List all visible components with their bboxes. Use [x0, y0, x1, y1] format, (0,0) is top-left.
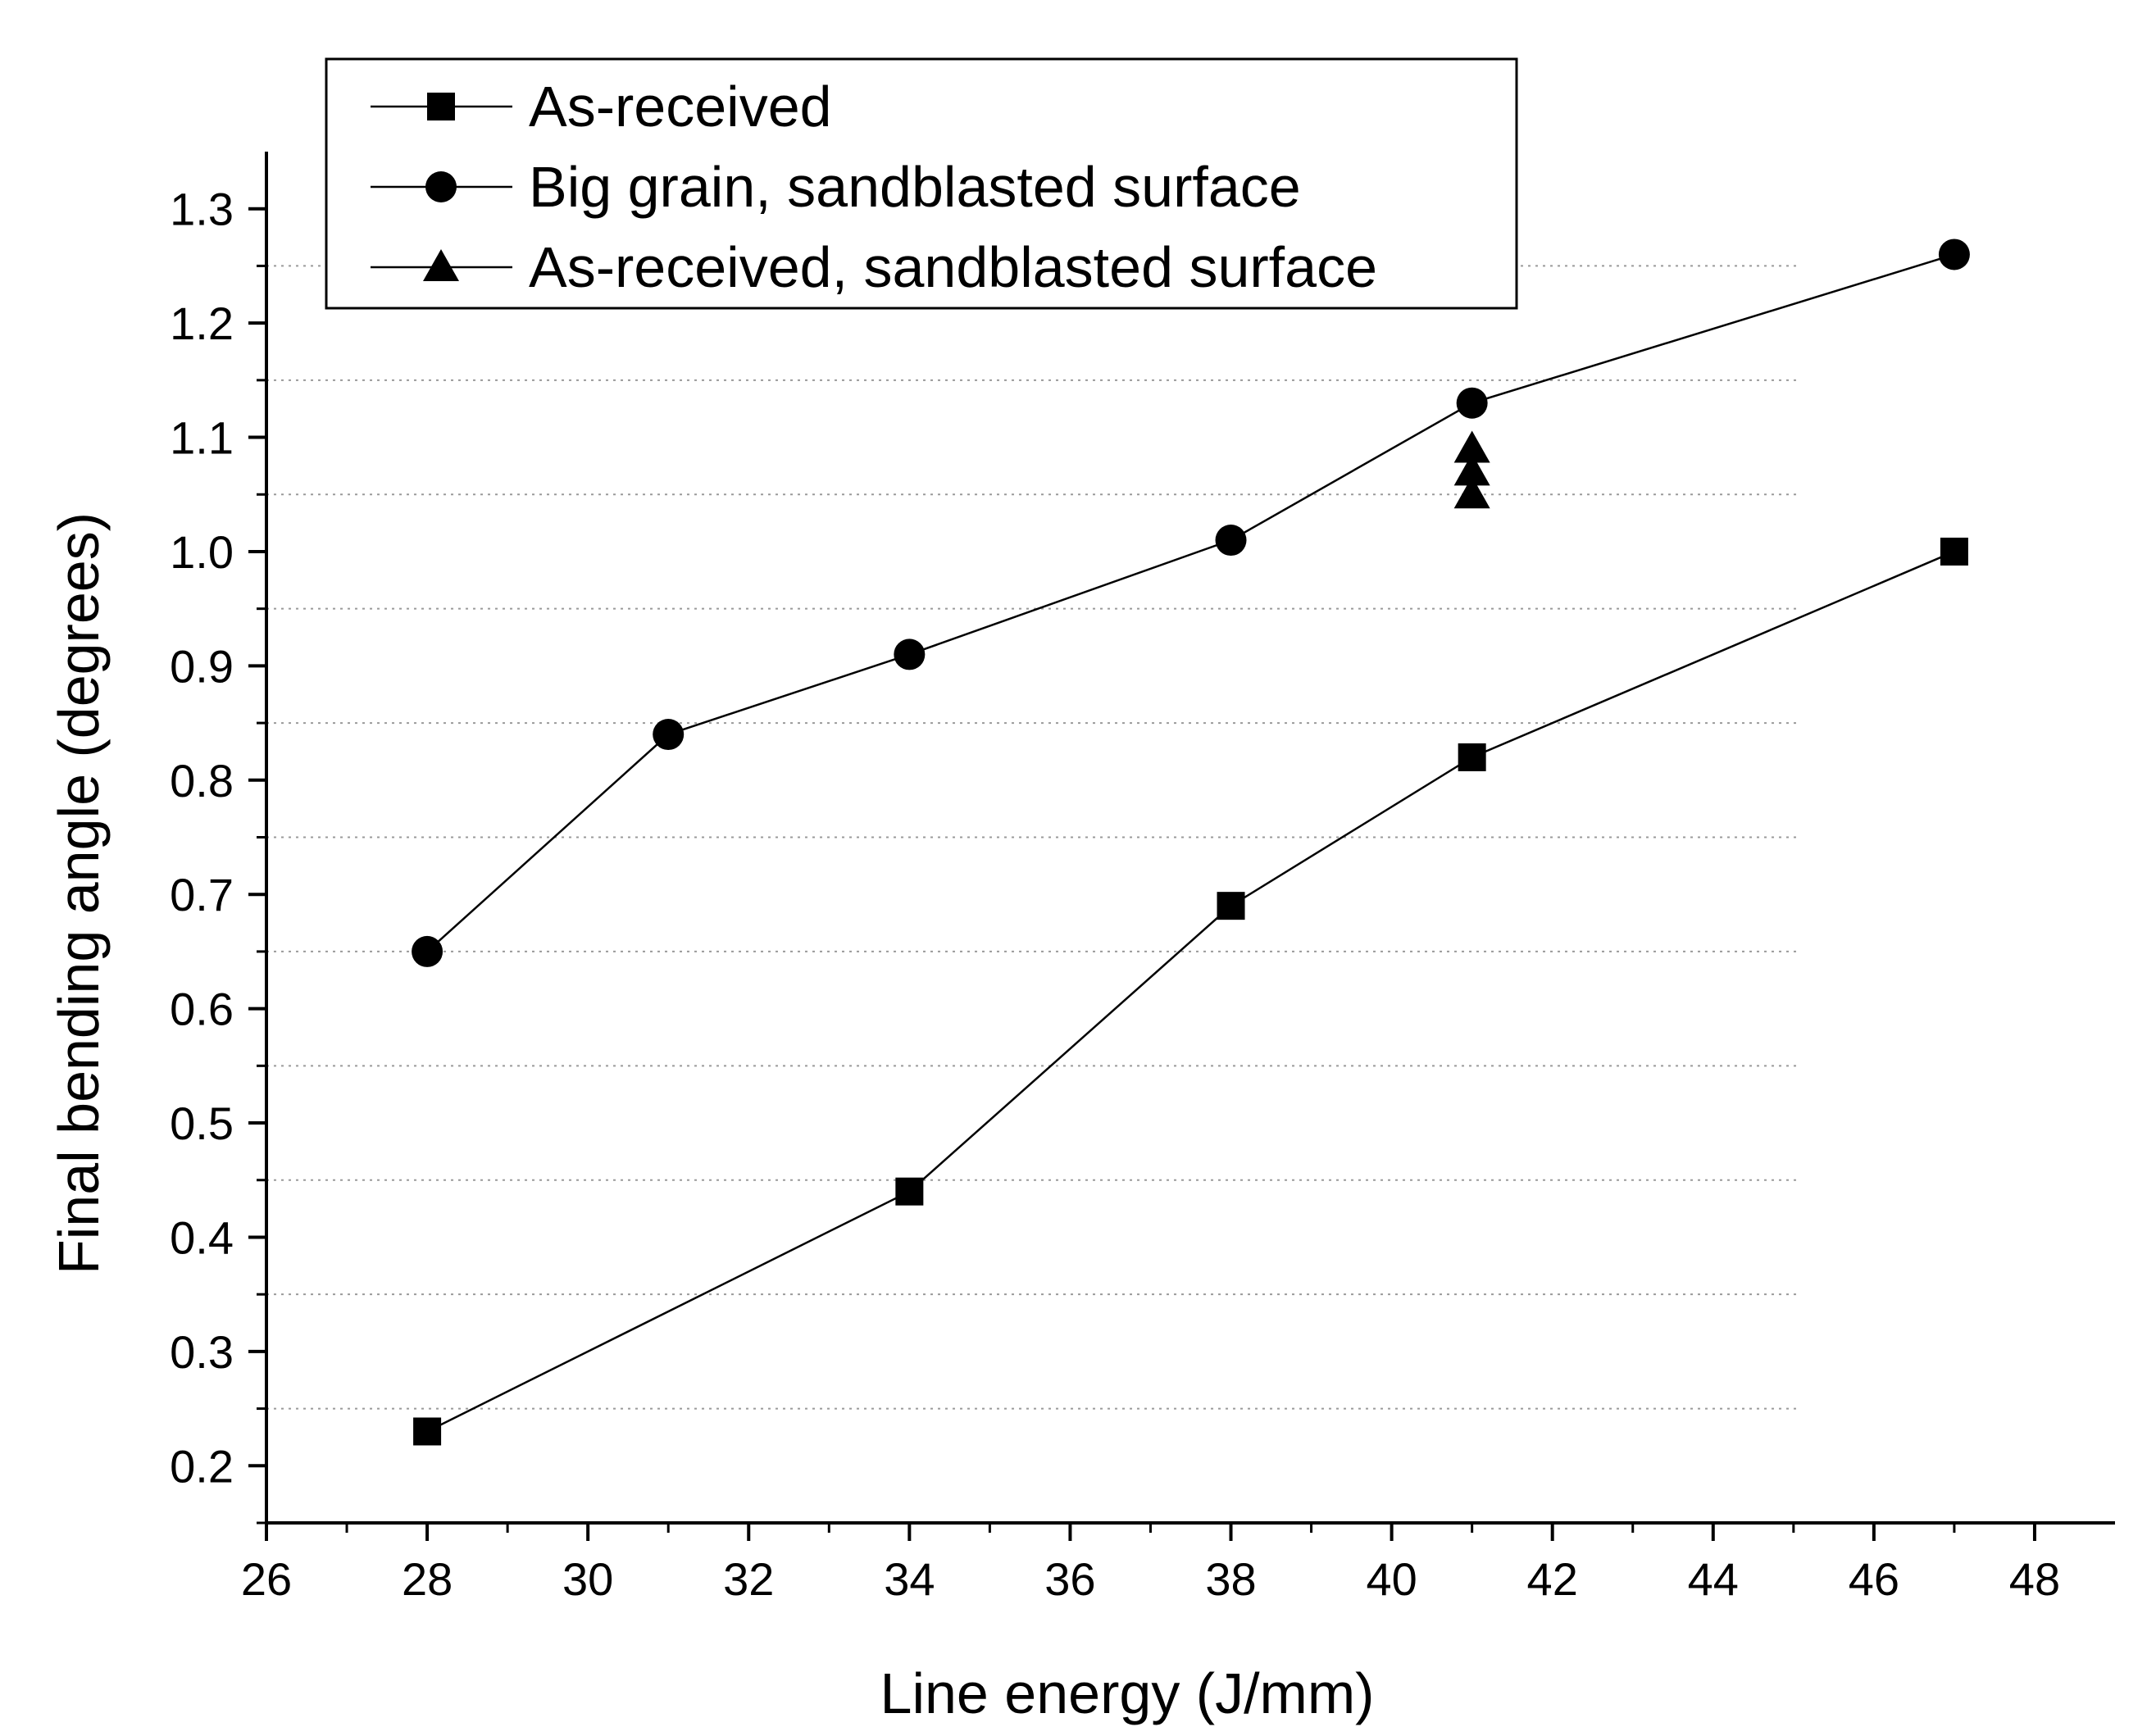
legend-label: Big grain, sandblasted surface [529, 155, 1301, 219]
legend-marker-triangle [423, 249, 459, 281]
x-tick-label: 44 [1688, 1553, 1739, 1605]
legend-item: Big grain, sandblasted surface [371, 155, 1301, 219]
y-tick-label: 1.2 [170, 298, 234, 349]
legend-marker-square [427, 93, 455, 120]
data-point-square [1458, 743, 1486, 771]
y-tick-label: 1.1 [170, 412, 234, 464]
data-point-circle [412, 935, 443, 967]
x-tick-label: 48 [2009, 1553, 2060, 1605]
data-point-circle [894, 639, 926, 670]
y-tick-label: 0.9 [170, 640, 234, 692]
data-point-triangle [1453, 453, 1490, 486]
y-axis-title: Final bending angle (degrees) [47, 512, 111, 1275]
x-tick-label: 40 [1366, 1553, 1417, 1605]
x-axis-ticks: 26 28 30 32 34 36 38 40 42 44 46 48 [241, 1523, 2060, 1605]
data-point-circle [1215, 525, 1247, 557]
x-tick-label: 42 [1527, 1553, 1578, 1605]
y-tick-label: 0.2 [170, 1440, 234, 1492]
data-point-triangle [1453, 476, 1490, 509]
y-tick-label: 1.0 [170, 526, 234, 578]
x-tick-label: 28 [402, 1553, 453, 1605]
data-point-square [1217, 892, 1245, 920]
y-tick-label: 0.3 [170, 1326, 234, 1378]
legend-items: As-received Big grain, sandblasted surfac… [371, 75, 1377, 299]
series-triangle [1453, 430, 1490, 509]
legend-item: As-received, sandblasted surface [371, 235, 1377, 299]
data-point-circle [1456, 387, 1488, 419]
x-tick-label: 26 [241, 1553, 292, 1605]
y-tick-label: 1.3 [170, 184, 234, 235]
x-tick-label: 46 [1849, 1553, 1899, 1605]
x-tick-label: 32 [723, 1553, 774, 1605]
legend-marker-circle [425, 171, 457, 202]
y-axis-ticks: 0.2 0.3 0.4 0.5 0.6 0.7 0.8 0.9 1.0 1.1 1.2 1.3 [170, 184, 266, 1525]
y-tick-label: 0.6 [170, 984, 234, 1035]
y-tick-label: 0.7 [170, 869, 234, 920]
data-point-square [895, 1177, 924, 1206]
data-point-triangle [1453, 430, 1490, 463]
series-circle [412, 239, 1970, 967]
legend-box [325, 57, 1518, 310]
y-tick-label: 0.8 [170, 755, 234, 807]
legend: As-received Big grain, sandblasted surfac… [325, 57, 1518, 310]
data-point-circle [1938, 239, 1970, 270]
x-tick-label: 38 [1205, 1553, 1256, 1605]
data-point-circle [653, 719, 685, 751]
series-line [426, 550, 1955, 1433]
x-tick-label: 34 [884, 1553, 935, 1605]
y-tick-label: 0.4 [170, 1211, 234, 1263]
data-series [412, 239, 1970, 1446]
x-axis-title: Line energy (J/mm) [880, 1661, 1375, 1725]
x-tick-label: 30 [562, 1553, 613, 1605]
legend-label: As-received, sandblasted surface [529, 235, 1377, 299]
legend-item: As-received [371, 75, 832, 139]
legend-label: As-received [529, 75, 832, 139]
data-point-square [1940, 537, 1968, 566]
series-line [426, 253, 1955, 952]
data-point-square [413, 1417, 442, 1446]
series-square [413, 537, 1968, 1446]
y-tick-label: 0.5 [170, 1097, 234, 1149]
x-tick-label: 36 [1044, 1553, 1095, 1605]
gridlines [266, 265, 1799, 1410]
